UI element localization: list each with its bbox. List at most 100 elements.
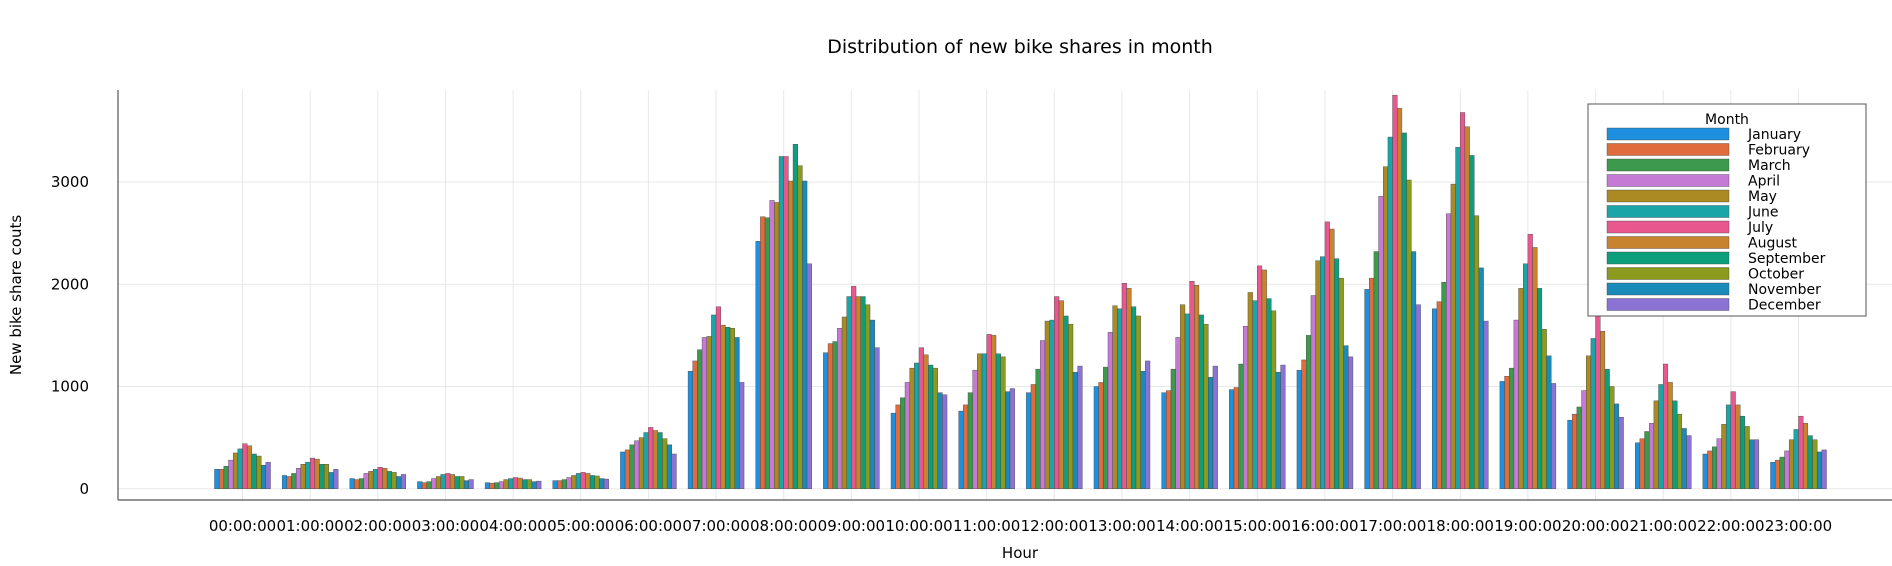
legend-swatch xyxy=(1606,189,1730,203)
bar xyxy=(1009,388,1015,489)
bar xyxy=(265,461,271,489)
bar xyxy=(806,263,812,489)
bar xyxy=(769,200,775,489)
bar xyxy=(498,481,504,489)
bar xyxy=(440,474,446,489)
bar xyxy=(701,337,707,489)
bar xyxy=(557,480,563,489)
bar xyxy=(1180,304,1186,489)
bar xyxy=(571,475,577,489)
legend-label: February xyxy=(1748,143,1810,159)
bar xyxy=(1702,453,1708,489)
bar xyxy=(725,327,731,489)
bar xyxy=(1735,404,1741,489)
y-tick-labels: 0 1000 2000 3000 xyxy=(51,173,89,498)
bar xyxy=(1324,221,1330,489)
bar xyxy=(1243,325,1249,489)
x-tick-label: 03:00:00 xyxy=(412,517,479,535)
bar xyxy=(986,334,992,489)
bar xyxy=(580,472,586,489)
bar xyxy=(1816,451,1823,489)
bar xyxy=(662,438,668,489)
bar xyxy=(1551,383,1557,489)
bar xyxy=(837,328,843,489)
bar xyxy=(1107,332,1113,489)
bar xyxy=(865,304,871,489)
bar xyxy=(1676,413,1683,489)
bar xyxy=(396,476,402,489)
bar xyxy=(783,156,789,489)
bar xyxy=(788,180,794,489)
bar xyxy=(1117,308,1123,489)
bar xyxy=(328,472,334,489)
legend-swatch xyxy=(1606,158,1730,172)
bar xyxy=(1301,359,1307,489)
bar xyxy=(1049,319,1055,489)
legend-label: March xyxy=(1748,158,1791,174)
bar xyxy=(1161,392,1167,489)
bar xyxy=(1000,356,1006,489)
bar xyxy=(223,466,229,489)
y-tick-label: 3000 xyxy=(51,173,89,191)
bar xyxy=(1730,391,1736,489)
bar xyxy=(774,202,780,489)
bar xyxy=(1432,308,1438,489)
bar xyxy=(286,476,292,489)
legend-swatch xyxy=(1606,251,1730,265)
chart-title: Distribution of new bike shares in month xyxy=(827,36,1213,58)
bar xyxy=(1618,416,1624,489)
bar xyxy=(512,477,518,489)
bar xyxy=(1271,310,1277,489)
bar xyxy=(589,475,595,489)
bar xyxy=(363,473,369,489)
bar xyxy=(981,353,987,489)
bar xyxy=(692,360,698,489)
bar xyxy=(734,337,740,489)
bar xyxy=(1681,428,1687,489)
bar xyxy=(1261,269,1267,489)
bar xyxy=(1499,381,1505,489)
bar xyxy=(463,480,469,489)
bar xyxy=(1415,304,1421,489)
bar xyxy=(1306,335,1312,489)
bar xyxy=(400,474,407,489)
bar xyxy=(1753,439,1760,489)
bar xyxy=(218,469,225,489)
bar xyxy=(386,471,393,489)
legend-swatch xyxy=(1606,205,1730,218)
bar xyxy=(358,478,365,489)
bar xyxy=(1609,386,1615,489)
bar xyxy=(1725,404,1732,489)
bar xyxy=(1686,435,1692,489)
bar xyxy=(755,241,761,489)
legend-label: November xyxy=(1748,282,1821,298)
bar xyxy=(1672,400,1678,489)
x-tick-label: 16:00:00 xyxy=(1291,517,1358,535)
bar xyxy=(232,452,239,489)
bar xyxy=(251,453,257,489)
legend-title: Month xyxy=(1705,112,1749,128)
bar xyxy=(354,479,360,489)
bar xyxy=(1121,283,1127,489)
bar xyxy=(643,432,649,489)
bar xyxy=(1711,446,1718,489)
legend-label: January xyxy=(1747,127,1801,143)
bar xyxy=(454,476,460,489)
legend-label: December xyxy=(1748,298,1821,314)
x-tick-label: 14:00:00 xyxy=(1156,517,1223,535)
bar xyxy=(1586,355,1592,489)
bar xyxy=(846,296,852,489)
legend-label: September xyxy=(1748,251,1826,267)
bar xyxy=(1203,323,1209,489)
bar xyxy=(1509,367,1515,489)
bar xyxy=(1175,337,1181,489)
bar xyxy=(706,336,712,489)
x-tick-label: 17:00:00 xyxy=(1359,517,1426,535)
bar xyxy=(638,437,644,489)
bar xyxy=(1334,258,1340,489)
bar xyxy=(1793,429,1799,489)
bar xyxy=(1026,392,1032,489)
bar xyxy=(1369,277,1375,489)
bar xyxy=(1126,288,1132,489)
bar xyxy=(1469,155,1475,489)
